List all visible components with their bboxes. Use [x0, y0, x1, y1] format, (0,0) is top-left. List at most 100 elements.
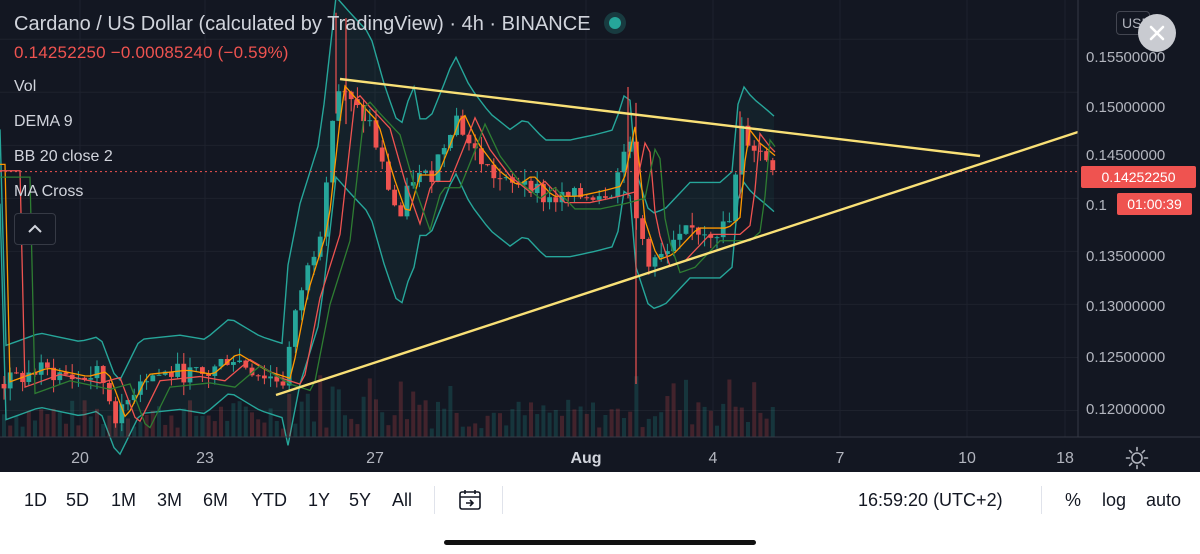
volume-bar [733, 406, 738, 437]
volume-bar [70, 400, 75, 437]
ma-slow-line [0, 101, 776, 429]
indicator-ma-cross[interactable]: MA Cross [14, 183, 84, 200]
volume-bar [324, 427, 329, 437]
clock-timezone[interactable]: 16:59:20 (UTC+2) [858, 490, 1003, 510]
candle-body [758, 150, 763, 152]
candle-body [454, 115, 459, 135]
candle-body [429, 170, 435, 182]
time-axis: 20 23 27 Aug 4 7 10 18 [0, 436, 1200, 467]
bollinger-lower-line [0, 172, 775, 456]
candle-body [125, 400, 131, 405]
indicator-bollinger[interactable]: BB 20 close 2 [14, 148, 113, 165]
range-5y-button[interactable]: 5Y [349, 490, 372, 510]
volume-bar [200, 415, 205, 437]
volume-bar [26, 411, 31, 437]
price-tick-label: 0.13000000 [1086, 298, 1165, 315]
candle-body [522, 180, 528, 185]
candle-body [472, 143, 478, 149]
bollinger-band-fill [0, 0, 775, 456]
close-button[interactable] [1138, 14, 1176, 52]
auto-scale-button[interactable]: auto [1146, 490, 1182, 510]
candle-body [305, 265, 311, 291]
volume-bar [597, 427, 602, 437]
indicator-lines [0, 84, 1078, 429]
candle-body [404, 185, 410, 217]
live-status-icon [608, 17, 621, 29]
range-ytd-button[interactable]: YTD [251, 490, 287, 510]
volume-bar [343, 415, 347, 437]
range-1d-button[interactable]: 1D [24, 490, 48, 510]
volume-bar [349, 418, 354, 437]
volume-bar [473, 423, 478, 437]
go-to-date-icon[interactable] [458, 489, 482, 511]
volume-bar [522, 415, 527, 437]
indicator-dema[interactable]: DEMA 9 [14, 113, 73, 130]
volume-bar [107, 415, 112, 437]
upper-trendline [339, 77, 981, 158]
candle-body [596, 196, 602, 200]
volume-bar [708, 410, 713, 437]
volume-bar [95, 408, 99, 437]
candle-body [262, 375, 267, 379]
candle-body [764, 151, 769, 161]
candle-body [255, 375, 261, 377]
gear-icon[interactable] [1125, 446, 1149, 470]
price-tick-label: 0.12000000 [1086, 401, 1165, 418]
range-6m-button[interactable]: 6M [203, 490, 229, 510]
candle-body [392, 189, 397, 206]
volume-bar [659, 412, 664, 437]
volume-bar [181, 408, 186, 437]
range-all-button[interactable]: All [392, 490, 413, 510]
chart-area[interactable]: 0.15500000 0.15000000 0.14500000 0.13500000… [0, 0, 1200, 472]
volume-bar [398, 381, 403, 437]
time-tick-label: 7 [836, 450, 845, 467]
candle-body [45, 362, 50, 368]
candle-body [708, 234, 714, 238]
candle-body [237, 360, 242, 363]
candle-body [714, 237, 720, 239]
candle-body [119, 404, 125, 424]
volume-bar [671, 383, 676, 437]
candle-body [479, 148, 484, 165]
volume-bar [20, 426, 25, 437]
range-5d-button[interactable]: 5D [66, 490, 90, 510]
candle-body [640, 218, 645, 239]
volume-bar [367, 378, 372, 437]
price-chart[interactable]: 0.15500000 0.15000000 0.14500000 0.13500000… [0, 0, 1200, 472]
range-1y-button[interactable]: 1Y [308, 490, 331, 510]
candle-body [231, 362, 236, 365]
candle-body [63, 372, 69, 375]
volume-bar [467, 426, 471, 437]
collapse-indicators-button[interactable] [14, 213, 56, 245]
symbol-title[interactable]: Cardano / US Dollar (calculated by Tradi… [14, 13, 621, 36]
percent-scale-button[interactable]: % [1065, 490, 1082, 510]
volume-bar [2, 414, 6, 437]
volume-bar [640, 427, 645, 437]
log-scale-button[interactable]: log [1102, 490, 1127, 510]
range-3m-button[interactable]: 3M [157, 490, 183, 510]
volume-bar [696, 402, 701, 437]
range-1m-button[interactable]: 1M [111, 490, 137, 510]
volume-bar [746, 422, 750, 437]
candle-body [565, 191, 571, 197]
volume-bar [274, 420, 279, 437]
dema-line [0, 84, 776, 418]
volume-bar [547, 412, 552, 437]
volume-bar [380, 412, 385, 437]
indicator-volume[interactable]: Vol [14, 78, 37, 95]
volume-bar [498, 413, 502, 437]
candle-body [138, 381, 143, 395]
candle-body [218, 359, 224, 367]
volume-bar [541, 405, 546, 437]
current-price-label: 0.14252250 [1081, 166, 1196, 188]
volume-bar [268, 408, 273, 437]
candle-body [627, 141, 633, 152]
volume-bar [318, 375, 323, 437]
candle-body [553, 197, 559, 203]
candle-body [528, 180, 534, 194]
candle-body [38, 362, 44, 375]
volume-bar [578, 406, 583, 437]
volume-bar [243, 406, 248, 437]
toolbar-divider [1041, 486, 1042, 514]
candle-body [243, 360, 249, 368]
